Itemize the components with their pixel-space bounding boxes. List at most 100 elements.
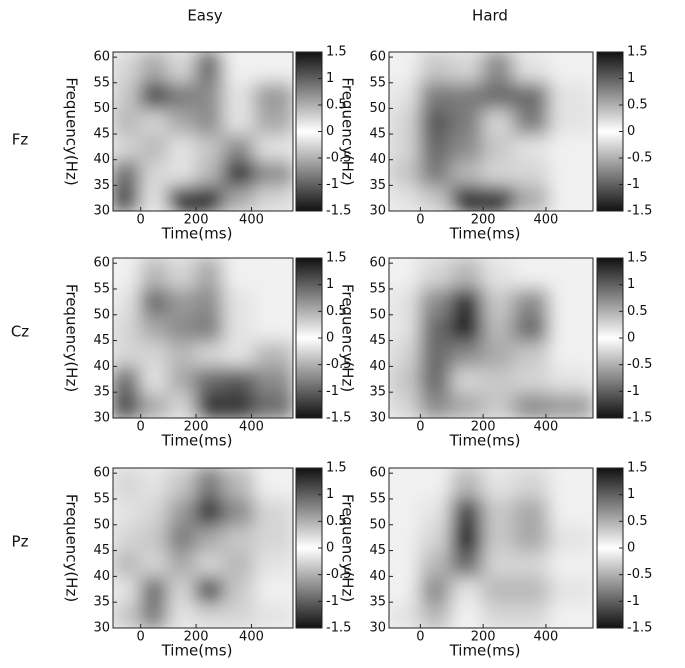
heatmap-cell bbox=[548, 496, 593, 526]
colorbar-tick-label: -1.5 bbox=[326, 621, 351, 636]
colorbar-tick-label: 0 bbox=[627, 124, 635, 139]
heatmap-cell bbox=[450, 496, 485, 526]
heatmap-cell bbox=[389, 258, 422, 289]
heatmap-cell bbox=[222, 258, 256, 289]
y-tick-label: 55 bbox=[369, 281, 386, 296]
x-tick-label: 400 bbox=[239, 213, 264, 228]
x-tick-label: 200 bbox=[184, 420, 209, 435]
heatmap-cell bbox=[513, 601, 551, 628]
x-axis-label: Time(ms) bbox=[449, 642, 521, 660]
y-tick-label: 35 bbox=[93, 178, 110, 193]
heatmap-cell bbox=[113, 52, 142, 83]
heatmap-cell bbox=[389, 575, 422, 604]
heatmap-cell bbox=[548, 523, 593, 552]
colorbar bbox=[295, 51, 323, 212]
x-tick-label: 200 bbox=[471, 420, 496, 435]
heatmap-cell bbox=[450, 601, 485, 628]
heatmap-cell bbox=[419, 575, 453, 604]
heatmap-cell bbox=[167, 133, 198, 161]
heatmap-cell bbox=[195, 601, 225, 628]
heatmap-cell bbox=[167, 339, 198, 368]
heatmap-cell bbox=[167, 107, 198, 136]
heatmap-cell bbox=[419, 549, 453, 578]
heatmap-cell bbox=[482, 286, 516, 316]
heatmap-cell bbox=[167, 258, 198, 289]
heatmap-cell bbox=[419, 468, 453, 499]
heatmap-cell bbox=[513, 391, 551, 418]
heatmap-cell bbox=[222, 286, 256, 316]
heatmap-cell bbox=[222, 575, 256, 604]
y-axis-label: Frequency(Hz) bbox=[63, 284, 81, 392]
colorbar-tick-label: -1 bbox=[326, 594, 339, 609]
heatmap-cell bbox=[253, 468, 293, 499]
colorbar-tick-label: -0.5 bbox=[627, 357, 652, 372]
y-tick-label: 60 bbox=[93, 50, 110, 65]
heatmap-cell bbox=[450, 258, 485, 289]
y-tick-label: 35 bbox=[93, 595, 110, 610]
heatmap-cell bbox=[513, 468, 551, 499]
heatmap-cell bbox=[167, 184, 198, 211]
y-tick-label: 40 bbox=[93, 359, 110, 374]
heatmap-cell bbox=[195, 549, 225, 578]
heatmap-cell bbox=[548, 391, 593, 418]
heatmap-cell bbox=[548, 133, 593, 161]
heatmap-cell bbox=[450, 107, 485, 136]
heatmap-cell bbox=[167, 313, 198, 342]
heatmap-cell bbox=[513, 575, 551, 604]
y-tick-label: 45 bbox=[369, 127, 386, 142]
heatmap-cell bbox=[450, 286, 485, 316]
heatmap-cell bbox=[419, 80, 453, 110]
heatmap-cell bbox=[222, 80, 256, 110]
colorbar bbox=[596, 467, 624, 629]
colorbar bbox=[295, 467, 323, 629]
heatmap-cell bbox=[167, 365, 198, 394]
heatmap-cell bbox=[482, 601, 516, 628]
heatmap-cell bbox=[167, 286, 198, 316]
heatmap-cell bbox=[195, 107, 225, 136]
heatmap-cell bbox=[253, 523, 293, 552]
heatmap-cell bbox=[482, 575, 516, 604]
heatmap-cell bbox=[253, 80, 293, 110]
heatmap-cell bbox=[513, 258, 551, 289]
heatmap-cell bbox=[113, 601, 142, 628]
colorbar-tick-label: -1 bbox=[326, 384, 339, 399]
row-title: Cz bbox=[11, 323, 29, 341]
y-tick-label: 55 bbox=[369, 75, 386, 90]
y-tick-label: 30 bbox=[93, 621, 110, 636]
y-tick-label: 50 bbox=[93, 101, 110, 116]
heatmap-cell bbox=[167, 601, 198, 628]
heatmap-cell bbox=[513, 80, 551, 110]
column-title: Hard bbox=[472, 7, 508, 25]
colorbar-tick-label: 1 bbox=[627, 71, 635, 86]
heatmap-cell bbox=[389, 158, 422, 187]
heatmap-cell bbox=[419, 133, 453, 161]
heatmap-cell bbox=[450, 80, 485, 110]
heatmap-cell bbox=[139, 523, 170, 552]
x-tick-label: 200 bbox=[471, 213, 496, 228]
row-title: Pz bbox=[12, 533, 29, 551]
heatmap-cell bbox=[482, 107, 516, 136]
colorbar-tick-label: -1 bbox=[627, 177, 640, 192]
plot-frame bbox=[112, 51, 294, 212]
heatmap-cell bbox=[513, 184, 551, 211]
heatmap-cell bbox=[139, 391, 170, 418]
heatmap-cell bbox=[167, 158, 198, 187]
heatmap-cell bbox=[450, 158, 485, 187]
y-tick-label: 55 bbox=[93, 75, 110, 90]
heatmap-cell bbox=[513, 52, 551, 83]
colorbar-tick-label: 1.5 bbox=[627, 45, 648, 60]
heatmap-cell bbox=[389, 286, 422, 316]
heatmap-cell bbox=[389, 339, 422, 368]
colorbar-tick-label: 0.5 bbox=[326, 98, 347, 113]
heatmap-cell bbox=[195, 286, 225, 316]
heatmap-cell bbox=[139, 80, 170, 110]
colorbar-tick-label: -0.5 bbox=[326, 567, 351, 582]
x-axis-label: Time(ms) bbox=[161, 225, 233, 243]
heatmap-cell bbox=[222, 496, 256, 526]
colorbar-tick-label: 1 bbox=[326, 277, 334, 292]
heatmap-cells bbox=[389, 468, 593, 628]
heatmap-cell bbox=[195, 52, 225, 83]
heatmap-cell bbox=[222, 158, 256, 187]
heatmap-cell bbox=[253, 365, 293, 394]
